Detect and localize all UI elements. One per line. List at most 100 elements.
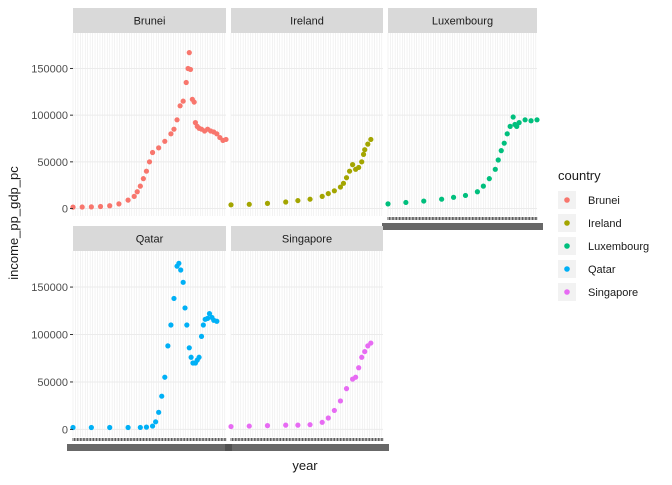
- data-point: [365, 141, 371, 147]
- legend-key: [564, 220, 570, 226]
- data-point: [356, 365, 362, 371]
- data-point: [510, 114, 516, 120]
- data-point: [70, 424, 76, 431]
- legend-entry-brunei: Brunei: [558, 191, 620, 209]
- data-point: [368, 340, 374, 346]
- facet-strip-label: Brunei: [134, 16, 166, 28]
- data-point: [187, 66, 194, 73]
- legend-entry-luxembourg: Luxembourg: [558, 237, 649, 255]
- data-point: [346, 168, 353, 174]
- data-point: [206, 311, 213, 317]
- legend-label: Singapore: [588, 287, 638, 299]
- data-point: [176, 260, 182, 266]
- legend-label: Brunei: [588, 195, 620, 207]
- facet-ireland: Ireland: [228, 8, 383, 216]
- data-point: [528, 118, 534, 124]
- data-point: [356, 164, 362, 171]
- data-point: [283, 422, 289, 428]
- legend-entry-qatar: Qatar: [558, 260, 616, 278]
- data-point: [125, 424, 131, 431]
- data-point: [264, 423, 271, 429]
- data-point: [421, 198, 427, 204]
- x-axis-title: year: [292, 458, 318, 473]
- data-point: [331, 188, 337, 194]
- data-point: [495, 157, 501, 163]
- data-point: [134, 189, 140, 195]
- data-point: [501, 140, 507, 146]
- legend-key: [564, 289, 570, 295]
- panel-background: [231, 33, 383, 216]
- data-point: [246, 423, 252, 429]
- data-point: [146, 159, 153, 165]
- data-point: [331, 407, 337, 414]
- data-point: [319, 193, 325, 199]
- y-axis-title: income_pp_gdp_pc: [6, 166, 21, 280]
- data-point: [131, 193, 137, 199]
- facet-strip-label: Luxembourg: [432, 16, 493, 28]
- legend-entry-singapore: Singapore: [558, 283, 638, 301]
- data-point: [295, 422, 301, 428]
- data-point: [362, 348, 368, 355]
- data-point: [79, 204, 85, 210]
- data-point: [188, 354, 194, 360]
- legend-title: country: [558, 168, 601, 183]
- data-point: [186, 50, 192, 56]
- data-point: [450, 194, 457, 200]
- data-point: [359, 159, 365, 165]
- facet-strip: [73, 8, 226, 33]
- data-point: [228, 423, 234, 430]
- data-point: [474, 189, 480, 195]
- data-point: [403, 199, 409, 206]
- data-point: [319, 419, 325, 425]
- data-point: [198, 333, 205, 340]
- data-point: [350, 162, 356, 168]
- facet-strip-label: Singapore: [282, 234, 332, 246]
- data-point: [162, 138, 168, 144]
- data-point: [156, 145, 162, 151]
- legend-key: [564, 243, 570, 249]
- data-point: [137, 183, 143, 189]
- data-point: [191, 99, 197, 105]
- data-point: [498, 148, 504, 154]
- facet-luxembourg: Luxembourg: [382, 8, 543, 230]
- data-point: [362, 147, 368, 153]
- data-point: [184, 322, 190, 328]
- data-point: [162, 374, 168, 380]
- y-tick-label: 100000: [31, 110, 68, 122]
- data-point: [165, 343, 171, 349]
- data-point: [88, 204, 94, 210]
- data-point: [140, 176, 146, 182]
- facet-strip: [231, 226, 383, 251]
- y-tick-label: 100000: [31, 330, 68, 342]
- data-point: [180, 98, 186, 104]
- data-point: [307, 196, 313, 202]
- x-tick-label-band: [67, 444, 232, 451]
- data-point: [353, 374, 359, 380]
- data-point: [107, 424, 113, 431]
- panel-background: [73, 251, 226, 437]
- facet-qatar: Qatar 0 50000 100000 150000: [31, 226, 232, 451]
- y-tick-label: 150000: [31, 63, 68, 75]
- data-point: [228, 202, 234, 208]
- facet-singapore: Singapore: [225, 226, 389, 451]
- panel-background: [73, 33, 226, 216]
- data-point: [307, 422, 313, 428]
- x-tick-label-band: [225, 444, 389, 451]
- data-point: [359, 354, 365, 360]
- facet-strip-label: Qatar: [136, 234, 164, 246]
- y-tick-label: 50000: [37, 157, 68, 169]
- data-point: [514, 123, 520, 129]
- data-point: [186, 345, 192, 351]
- data-point: [325, 190, 331, 197]
- data-point: [337, 398, 344, 404]
- data-point: [486, 176, 492, 182]
- data-point: [214, 131, 220, 137]
- data-point: [159, 393, 165, 399]
- data-point: [343, 175, 350, 181]
- data-point: [385, 201, 391, 207]
- facet-brunei: Brunei 0 50000 100000 150000: [31, 8, 229, 216]
- data-point: [149, 423, 156, 429]
- data-point: [137, 424, 143, 431]
- data-point: [492, 166, 498, 172]
- x-tick-label-band: [382, 223, 543, 230]
